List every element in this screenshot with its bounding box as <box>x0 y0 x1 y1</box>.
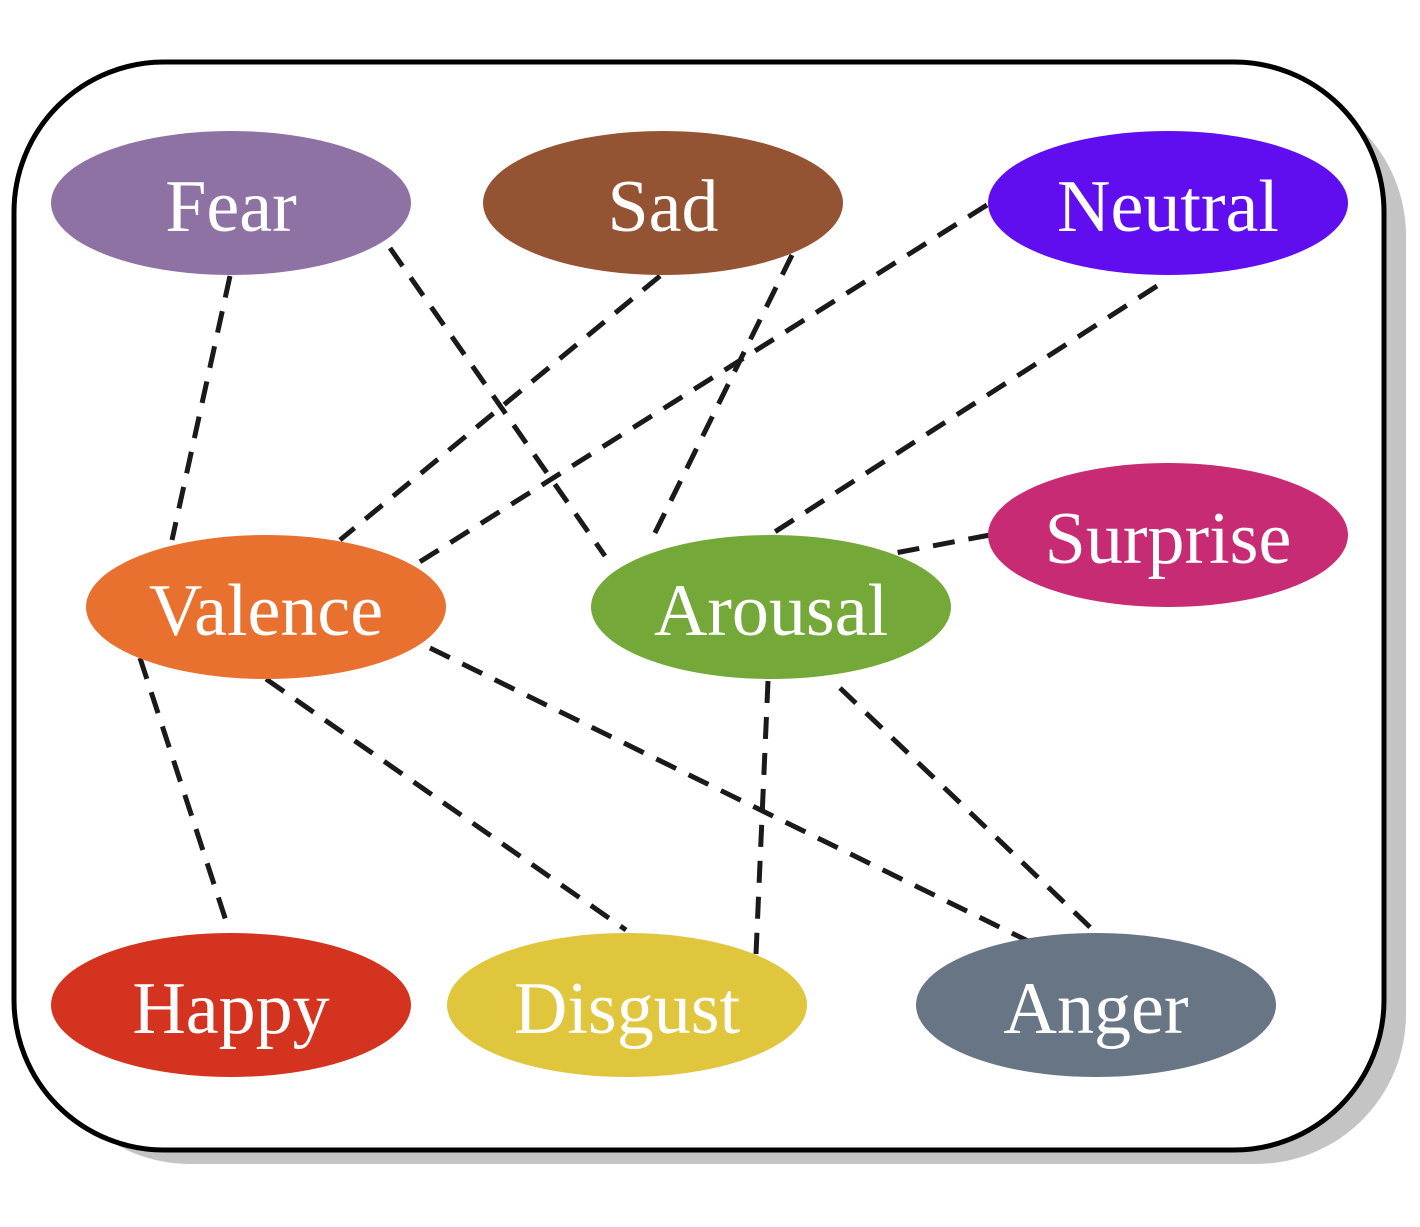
node-valence-label: Valence <box>149 570 383 652</box>
node-anger-label: Anger <box>1004 968 1189 1050</box>
node-valence: Valence <box>86 535 446 679</box>
edge-valence-happy <box>137 657 232 931</box>
node-arousal-label: Arousal <box>654 570 888 652</box>
node-happy: Happy <box>51 933 411 1077</box>
node-neutral-label: Neutral <box>1057 166 1279 248</box>
node-anger: Anger <box>916 933 1276 1077</box>
edge-sad-arousal <box>647 253 795 545</box>
node-surprise-ellipse <box>988 463 1348 607</box>
nodes-layer: Fear Sad Neutral Valence Arousal Surprise Happ… <box>51 131 1348 1077</box>
node-arousal-ellipse <box>591 535 951 679</box>
edge-arousal-anger <box>838 686 1095 932</box>
node-sad-ellipse <box>483 131 843 275</box>
node-neutral-ellipse <box>988 131 1348 275</box>
edge-neutral-arousal <box>768 283 1159 538</box>
node-fear-ellipse <box>51 131 411 275</box>
edge-arousal-disgust <box>753 680 771 955</box>
node-fear-label: Fear <box>165 166 297 248</box>
edge-fear-valence <box>169 275 233 541</box>
node-anger-ellipse <box>916 933 1276 1077</box>
edge-neutral-valence <box>416 202 989 566</box>
edge-fear-arousal <box>387 246 608 558</box>
node-surprise-label: Surprise <box>1045 498 1292 580</box>
edge-surprise-arousal <box>894 532 991 556</box>
node-valence-ellipse <box>86 535 446 679</box>
node-arousal: Arousal <box>591 535 951 679</box>
node-sad-label: Sad <box>608 166 719 248</box>
edges-layer <box>137 202 1159 955</box>
node-sad: Sad <box>483 131 843 275</box>
node-disgust-label: Disgust <box>514 968 741 1050</box>
node-disgust-ellipse <box>447 933 807 1077</box>
node-neutral: Neutral <box>988 131 1348 275</box>
edge-valence-disgust <box>264 676 628 933</box>
edge-valence-anger <box>428 645 1032 945</box>
node-surprise: Surprise <box>988 463 1348 607</box>
edge-sad-valence <box>338 274 662 542</box>
node-disgust: Disgust <box>447 933 807 1077</box>
node-fear: Fear <box>51 131 411 275</box>
node-happy-label: Happy <box>132 968 329 1050</box>
node-happy-ellipse <box>51 933 411 1077</box>
